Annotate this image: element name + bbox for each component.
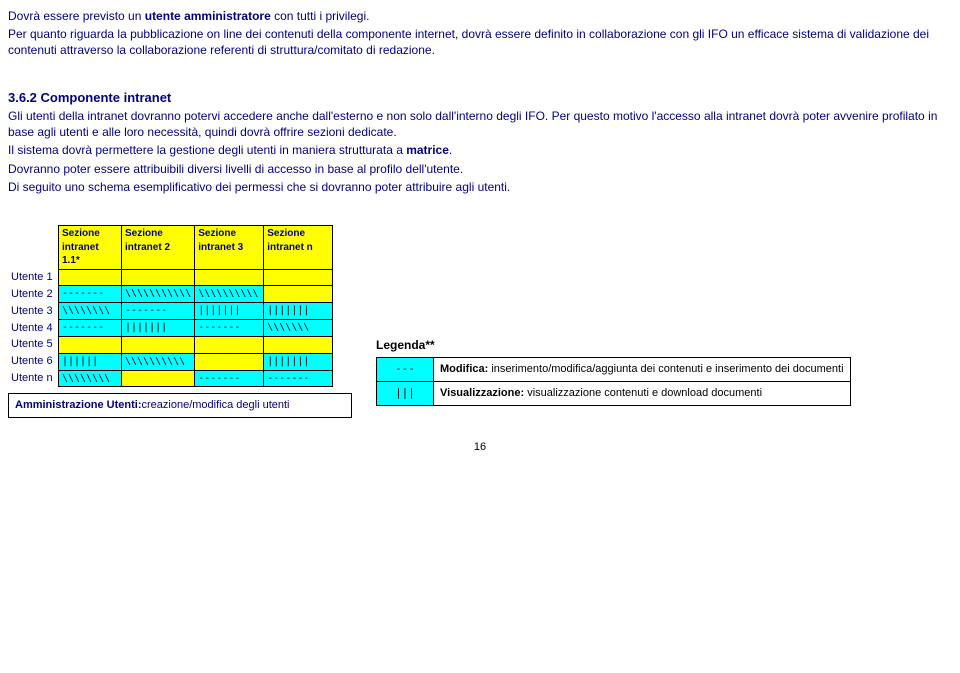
- matrix-cell: \\\\\\\\\\: [122, 353, 195, 370]
- matrix-caption-b: creazione/modifica degli utenti: [142, 399, 290, 411]
- matrix-cell: -------: [59, 286, 122, 303]
- section-p1: Gli utenti della intranet dovranno poter…: [8, 108, 952, 140]
- legend-description: Visualizzazione: visualizzazione contenu…: [434, 382, 851, 406]
- permissions-matrix: Sezione intranet 1.1* Sezione intranet 2…: [8, 225, 333, 387]
- matrix-row-label: Utente 6: [8, 353, 59, 370]
- matrix-cell: -------: [195, 320, 264, 337]
- legend-table: ---Modifica: inserimento/modifica/aggiun…: [376, 357, 851, 406]
- matrix-cell: -------: [59, 320, 122, 337]
- matrix-cell: |||||||: [264, 353, 333, 370]
- matrix-cell: [59, 336, 122, 353]
- matrix-cell: -------: [195, 370, 264, 387]
- matrix-caption-a: Amministrazione Utenti:: [15, 399, 142, 411]
- tables-row: Sezione intranet 1.1* Sezione intranet 2…: [8, 225, 952, 418]
- matrix-cell: \\\\\\\\: [59, 370, 122, 387]
- matrix-caption: Amministrazione Utenti:creazione/modific…: [8, 393, 352, 418]
- matrix-cell: [195, 269, 264, 286]
- matrix-header-3: Sezione intranet 3: [195, 226, 264, 270]
- matrix-cell: [264, 269, 333, 286]
- matrix-row-label: Utente 1: [8, 269, 59, 286]
- intro-p1-c: con tutti i privilegi.: [271, 9, 370, 23]
- section-p4: Di seguito uno schema esemplificativo de…: [8, 179, 952, 195]
- matrix-row-label: Utente 3: [8, 303, 59, 320]
- section-p2: Il sistema dovrà permettere la gestione …: [8, 142, 952, 158]
- legend-symbol: |||: [377, 382, 434, 406]
- legend-block: Legenda** ---Modifica: inserimento/modif…: [376, 337, 851, 406]
- legend-title: Legenda**: [376, 337, 851, 353]
- legend-symbol: ---: [377, 358, 434, 382]
- intro-p1-b: utente amministratore: [145, 9, 271, 23]
- matrix-header-2: Sezione intranet 2: [122, 226, 195, 270]
- matrix-row-label: Utente 2: [8, 286, 59, 303]
- matrix-cell: [264, 336, 333, 353]
- section-heading: 3.6.2 Componente intranet: [8, 89, 952, 107]
- matrix-cell: ||||||: [59, 353, 122, 370]
- section-p2-c: .: [449, 143, 452, 157]
- matrix-cell: \\\\\\\: [264, 320, 333, 337]
- matrix-header-1: Sezione intranet 1.1*: [59, 226, 122, 270]
- matrix-cell: [264, 286, 333, 303]
- matrix-cell: [122, 269, 195, 286]
- matrix-cell: -------: [122, 303, 195, 320]
- matrix-cell: \\\\\\\\\\: [195, 286, 264, 303]
- matrix-row-label: Utente 5: [8, 336, 59, 353]
- section-p3: Dovranno poter essere attribuibili diver…: [8, 161, 952, 177]
- section-p2-b: matrice: [406, 143, 449, 157]
- page-number: 16: [8, 440, 952, 455]
- matrix-wrapper: Sezione intranet 1.1* Sezione intranet 2…: [8, 225, 352, 418]
- matrix-cell: [122, 370, 195, 387]
- matrix-row-label: Utente n: [8, 370, 59, 387]
- matrix-cell: \\\\\\\\\\\: [122, 286, 195, 303]
- matrix-cell: -------: [264, 370, 333, 387]
- matrix-cell: \\\\\\\\: [59, 303, 122, 320]
- matrix-cell: [195, 353, 264, 370]
- matrix-cell: [122, 336, 195, 353]
- matrix-cell: |||||||: [122, 320, 195, 337]
- intro-paragraph-2: Per quanto riguarda la pubblicazione on …: [8, 26, 952, 58]
- intro-p1-a: Dovrà essere previsto un: [8, 9, 145, 23]
- matrix-cell: |||||||: [195, 303, 264, 320]
- matrix-header-4: Sezione intranet n: [264, 226, 333, 270]
- legend-description: Modifica: inserimento/modifica/aggiunta …: [434, 358, 851, 382]
- matrix-cell: [59, 269, 122, 286]
- intro-paragraph-1: Dovrà essere previsto un utente amminist…: [8, 8, 952, 24]
- matrix-cell: |||||||: [264, 303, 333, 320]
- matrix-row-label: Utente 4: [8, 320, 59, 337]
- section-p2-a: Il sistema dovrà permettere la gestione …: [8, 143, 406, 157]
- matrix-cell: [195, 336, 264, 353]
